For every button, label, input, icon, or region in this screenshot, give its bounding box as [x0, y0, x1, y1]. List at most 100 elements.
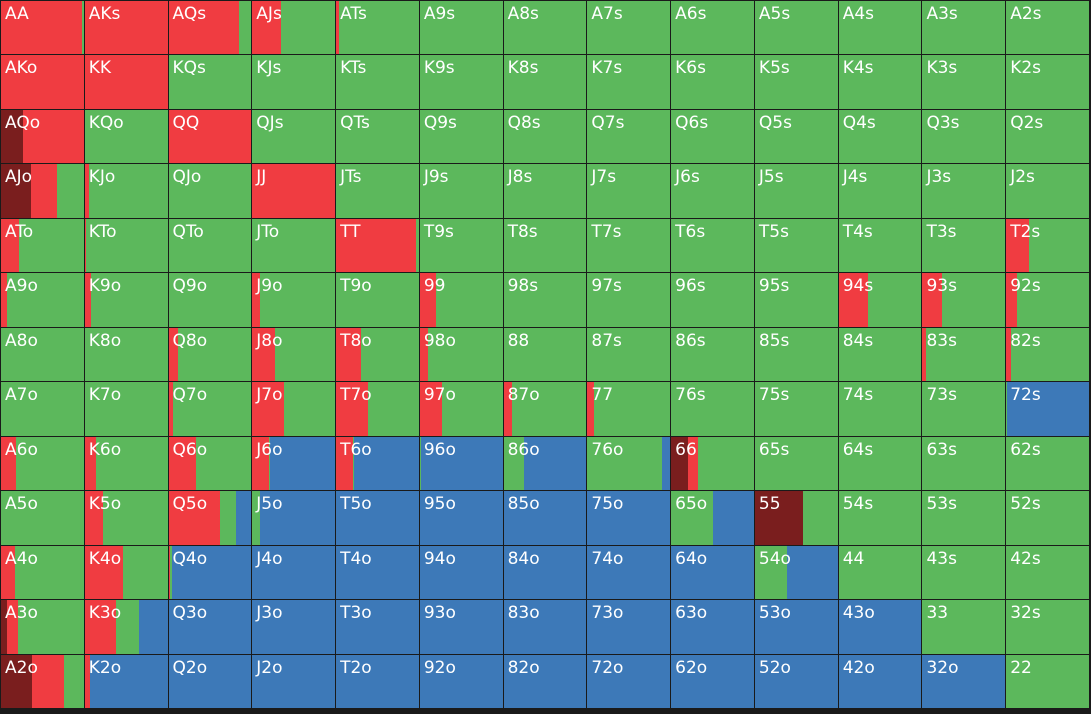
hand-cell-A7o[interactable]: A7o — [1, 382, 84, 436]
hand-cell-AA[interactable]: AA — [1, 1, 84, 55]
hand-cell-T3o[interactable]: T3o — [336, 600, 419, 654]
hand-cell-K8o[interactable]: K8o — [84, 327, 168, 382]
hand-cell-85s[interactable]: 85s — [754, 327, 838, 382]
hand-cell-92o[interactable]: 92o — [419, 654, 503, 708]
hand-cell-A3s[interactable]: A3s — [922, 1, 1006, 55]
hand-cell-Q8o[interactable]: Q8o — [168, 327, 252, 382]
hand-cell-Q7o[interactable]: Q7o — [168, 382, 252, 436]
hand-cell-J2s[interactable]: J2s — [1006, 164, 1089, 218]
hand-cell-T6s[interactable]: T6s — [671, 218, 754, 273]
hand-cell-99[interactable]: 99 — [419, 273, 503, 327]
hand-cell-92s[interactable]: 92s — [1006, 273, 1089, 327]
hand-cell-44[interactable]: 44 — [838, 545, 922, 600]
hand-cell-Q9s[interactable]: Q9s — [419, 109, 503, 164]
hand-cell-63s[interactable]: 63s — [922, 436, 1006, 491]
hand-cell-J5o[interactable]: J5o — [252, 491, 336, 545]
hand-cell-T2o[interactable]: T2o — [336, 654, 419, 708]
hand-cell-Q8s[interactable]: Q8s — [503, 109, 587, 164]
hand-cell-T2s[interactable]: T2s — [1006, 218, 1089, 273]
hand-cell-K2o[interactable]: K2o — [84, 654, 168, 708]
hand-cell-86s[interactable]: 86s — [671, 327, 754, 382]
hand-cell-52s[interactable]: 52s — [1006, 491, 1089, 545]
hand-cell-Q3o[interactable]: Q3o — [168, 600, 252, 654]
hand-cell-T4s[interactable]: T4s — [838, 218, 922, 273]
hand-cell-A5s[interactable]: A5s — [754, 1, 838, 55]
hand-cell-84o[interactable]: 84o — [503, 545, 587, 600]
hand-cell-98o[interactable]: 98o — [419, 327, 503, 382]
hand-cell-A8o[interactable]: A8o — [1, 327, 84, 382]
hand-cell-32o[interactable]: 32o — [922, 654, 1006, 708]
hand-cell-53s[interactable]: 53s — [922, 491, 1006, 545]
hand-cell-87s[interactable]: 87s — [587, 327, 671, 382]
hand-cell-AJo[interactable]: AJo — [1, 164, 84, 218]
hand-cell-J9s[interactable]: J9s — [419, 164, 503, 218]
hand-cell-QQ[interactable]: QQ — [168, 109, 252, 164]
hand-cell-65o[interactable]: 65o — [671, 491, 754, 545]
hand-cell-AJs[interactable]: AJs — [252, 1, 336, 55]
hand-cell-J3s[interactable]: J3s — [922, 164, 1006, 218]
hand-cell-KQs[interactable]: KQs — [168, 55, 252, 109]
hand-cell-QTs[interactable]: QTs — [336, 109, 419, 164]
hand-cell-A9s[interactable]: A9s — [419, 1, 503, 55]
hand-cell-62s[interactable]: 62s — [1006, 436, 1089, 491]
hand-cell-33[interactable]: 33 — [922, 600, 1006, 654]
hand-cell-A2s[interactable]: A2s — [1006, 1, 1089, 55]
hand-cell-A6o[interactable]: A6o — [1, 436, 84, 491]
hand-cell-75o[interactable]: 75o — [587, 491, 671, 545]
hand-cell-88[interactable]: 88 — [503, 327, 587, 382]
hand-cell-AKs[interactable]: AKs — [84, 1, 168, 55]
hand-cell-94o[interactable]: 94o — [419, 545, 503, 600]
hand-cell-T8s[interactable]: T8s — [503, 218, 587, 273]
hand-cell-A7s[interactable]: A7s — [587, 1, 671, 55]
hand-cell-JTo[interactable]: JTo — [252, 218, 336, 273]
hand-cell-73o[interactable]: 73o — [587, 600, 671, 654]
hand-cell-Q5s[interactable]: Q5s — [754, 109, 838, 164]
hand-cell-94s[interactable]: 94s — [838, 273, 922, 327]
hand-cell-72s[interactable]: 72s — [1006, 382, 1089, 436]
hand-cell-Q4s[interactable]: Q4s — [838, 109, 922, 164]
hand-cell-A3o[interactable]: A3o — [1, 600, 84, 654]
hand-cell-72o[interactable]: 72o — [587, 654, 671, 708]
hand-cell-QTo[interactable]: QTo — [168, 218, 252, 273]
hand-cell-65s[interactable]: 65s — [754, 436, 838, 491]
hand-cell-75s[interactable]: 75s — [754, 382, 838, 436]
hand-cell-A5o[interactable]: A5o — [1, 491, 84, 545]
hand-cell-AQs[interactable]: AQs — [168, 1, 252, 55]
hand-cell-62o[interactable]: 62o — [671, 654, 754, 708]
hand-cell-KTo[interactable]: KTo — [84, 218, 168, 273]
hand-cell-74o[interactable]: 74o — [587, 545, 671, 600]
hand-cell-42o[interactable]: 42o — [838, 654, 922, 708]
hand-cell-77[interactable]: 77 — [587, 382, 671, 436]
hand-cell-84s[interactable]: 84s — [838, 327, 922, 382]
hand-cell-76s[interactable]: 76s — [671, 382, 754, 436]
hand-cell-J3o[interactable]: J3o — [252, 600, 336, 654]
hand-cell-96o[interactable]: 96o — [419, 436, 503, 491]
hand-cell-AKo[interactable]: AKo — [1, 55, 84, 109]
hand-cell-96s[interactable]: 96s — [671, 273, 754, 327]
hand-cell-T6o[interactable]: T6o — [336, 436, 419, 491]
hand-cell-Q2s[interactable]: Q2s — [1006, 109, 1089, 164]
hand-cell-K7o[interactable]: K7o — [84, 382, 168, 436]
hand-cell-K5o[interactable]: K5o — [84, 491, 168, 545]
hand-cell-ATo[interactable]: ATo — [1, 218, 84, 273]
hand-cell-83o[interactable]: 83o — [503, 600, 587, 654]
hand-cell-A6s[interactable]: A6s — [671, 1, 754, 55]
hand-cell-93o[interactable]: 93o — [419, 600, 503, 654]
hand-cell-AQo[interactable]: AQo — [1, 109, 84, 164]
hand-cell-97s[interactable]: 97s — [587, 273, 671, 327]
hand-cell-22[interactable]: 22 — [1006, 654, 1089, 708]
hand-cell-64o[interactable]: 64o — [671, 545, 754, 600]
hand-cell-Q4o[interactable]: Q4o — [168, 545, 252, 600]
hand-cell-98s[interactable]: 98s — [503, 273, 587, 327]
hand-cell-Q6o[interactable]: Q6o — [168, 436, 252, 491]
hand-cell-T3s[interactable]: T3s — [922, 218, 1006, 273]
hand-cell-52o[interactable]: 52o — [754, 654, 838, 708]
hand-cell-A8s[interactable]: A8s — [503, 1, 587, 55]
hand-cell-JTs[interactable]: JTs — [336, 164, 419, 218]
hand-cell-54s[interactable]: 54s — [838, 491, 922, 545]
hand-cell-32s[interactable]: 32s — [1006, 600, 1089, 654]
hand-cell-43o[interactable]: 43o — [838, 600, 922, 654]
hand-cell-J8o[interactable]: J8o — [252, 327, 336, 382]
hand-cell-A4s[interactable]: A4s — [838, 1, 922, 55]
hand-cell-76o[interactable]: 76o — [587, 436, 671, 491]
